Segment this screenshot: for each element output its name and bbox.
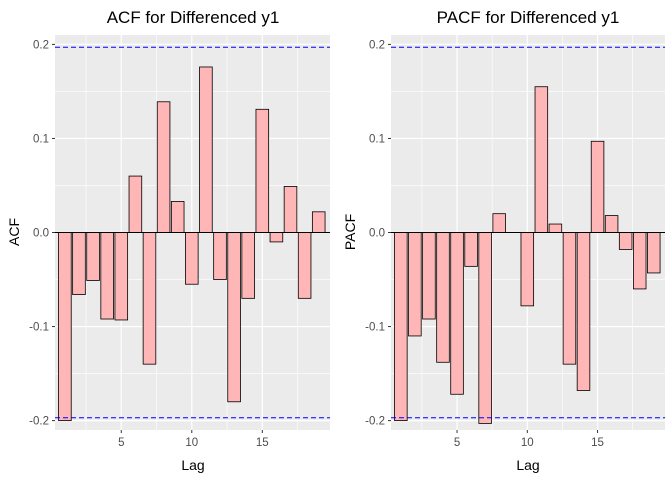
acf-plot-area: -0.2 -0.1 0.0 0.1 0.2 5 10 15 [29,35,330,449]
pacf-bar-lag-11 [535,87,548,233]
pacf-y-tick-label: -0.2 [365,416,385,428]
pacf-bar-lag-14 [577,233,590,391]
acf-bar-lag-2 [73,233,86,295]
acf-bar-lag-10 [185,233,198,285]
pacf-bar-lag-7 [479,233,492,424]
pacf-y-tick-label: 0.1 [369,133,385,145]
acf-bar-lag-16 [270,233,283,242]
pacf-bar-lag-17 [619,233,632,250]
pacf-y-tick-label: -0.1 [365,322,385,334]
acf-bar-lag-18 [298,233,311,299]
acf-x-axis-label: Lag [181,457,204,473]
pacf-bar-lag-16 [605,216,618,233]
acf-bar-lag-3 [87,233,100,281]
pacf-y-tick-label: 0.2 [369,39,385,51]
acf-bar-lag-11 [200,67,213,233]
pacf-bar-lag-2 [409,233,422,336]
acf-bar-lag-14 [242,233,255,299]
acf-bar-lag-5 [115,233,128,320]
acf-chart-title: ACF for Differenced y1 [107,8,280,27]
acf-bar-lag-12 [214,233,227,280]
acf-bar-lag-8 [157,102,170,233]
acf-bar-lag-1 [59,233,72,421]
pacf-bar-lag-4 [437,233,450,363]
pacf-x-axis-label: Lag [516,457,539,473]
pacf-panel: PACF for Differenced y1 Lag PACF -0.2-0.… [342,8,665,473]
pacf-plot-area: -0.2 -0.1 0.0 0.1 0.2 5 10 15 [365,35,665,449]
acf-panel: ACF for Differenced y1 Lag ACF -0.2 -0.1 0… [6,8,330,473]
pacf-bar-lag-8 [493,214,506,233]
pacf-y-axis-label: PACF [342,214,358,250]
pacf-bar-lag-3 [423,233,436,320]
pacf-x-tick-label: 5 [454,437,460,449]
pacf-bar-lag-6 [465,233,478,267]
pacf-x-tick-label: 10 [521,437,534,449]
pacf-bar-lag-18 [633,233,646,289]
acf-x-tick-label: 10 [185,437,198,449]
pacf-bar-lag-10 [521,233,534,306]
acf-bar-lag-17 [284,186,297,232]
acf-bar-lag-7 [143,233,156,365]
acf-bar-lag-15 [256,109,269,232]
pacf-bar-lag-12 [549,224,562,232]
acf-bar-lag-13 [228,233,241,402]
pacf-y-tick-label: 0.0 [369,228,385,240]
pacf-x-tick-label: 15 [591,437,604,449]
pacf-bar-lag-15 [591,141,604,232]
pacf-chart-title: PACF for Differenced y1 [437,8,620,27]
acf-y-tick-label: 0.2 [33,39,49,51]
acf-bar-lag-19 [312,212,325,233]
acf-y-axis-label: ACF [6,218,22,246]
acf-x-tick-label: 5 [118,437,124,449]
acf-bar-lag-4 [101,233,114,320]
acf-y-tick-label: 0.1 [33,133,49,145]
pacf-bar-lag-19 [647,233,660,273]
acf-y-tick-label: 0.0 [33,228,49,240]
acf-x-tick-label: 15 [256,437,269,449]
acf-y-tick-label: -0.1 [29,322,49,334]
acf-bar-lag-6 [129,176,142,232]
acf-y-tick-label: -0.2 [29,416,49,428]
acf-bar-lag-9 [171,201,184,232]
pacf-bar-lag-13 [563,233,576,365]
pacf-bar-lag-5 [451,233,464,395]
pacf-bar-lag-1 [395,233,408,421]
